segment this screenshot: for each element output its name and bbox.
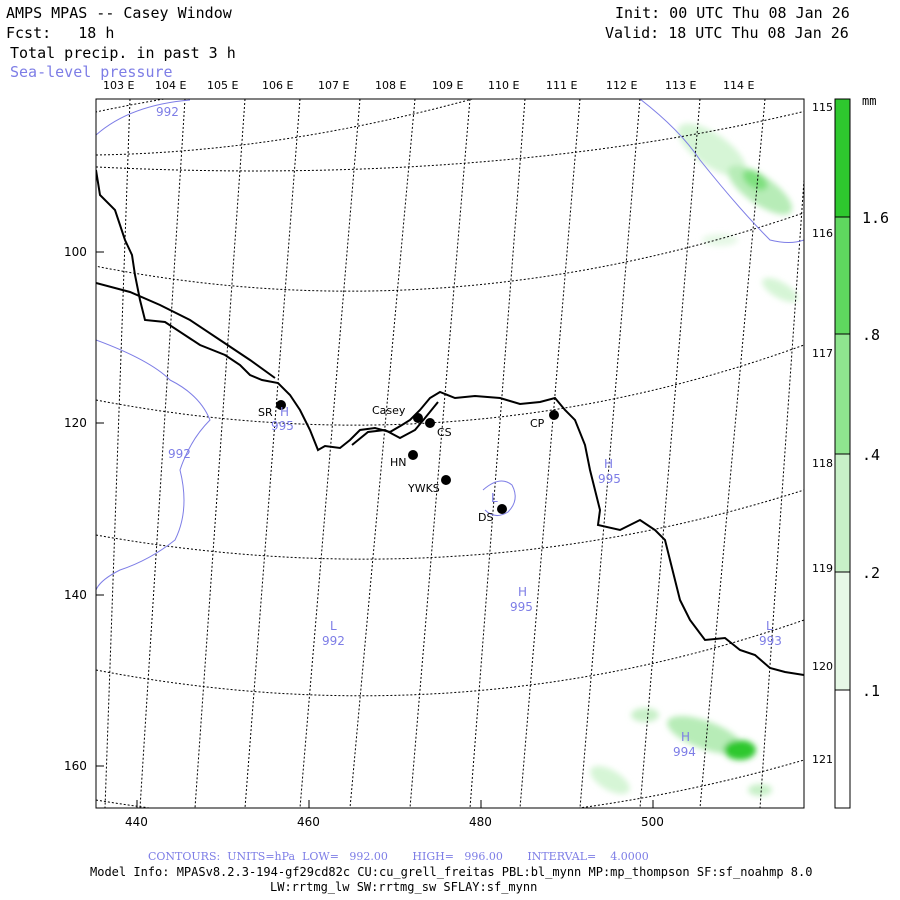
colorbar-segment <box>835 99 850 217</box>
lon-label: 108 E <box>375 79 406 92</box>
y-axis-labels: 100 120 140 160 <box>64 245 87 773</box>
pressure-kind: H <box>518 585 527 599</box>
lon-label: 106 E <box>262 79 293 92</box>
station-marker <box>549 410 559 420</box>
overlay-title: Sea-level pressure <box>10 63 173 81</box>
x-tick-label: 480 <box>469 815 492 829</box>
pressure-kind: H <box>681 730 690 744</box>
station-marker <box>497 504 507 514</box>
pressure-value: 995 <box>598 472 621 486</box>
pressure-kind: H <box>604 457 613 471</box>
precip-area <box>742 169 768 191</box>
pressure-kind: H <box>280 405 289 419</box>
precip-area <box>724 740 756 760</box>
colorbar-label: .1 <box>862 682 880 700</box>
axis-ticks <box>96 251 654 808</box>
colorbar-segment <box>835 334 850 454</box>
precip-shading <box>590 123 798 796</box>
lon-label: 107 E <box>318 79 349 92</box>
lon-label: 104 E <box>155 79 186 92</box>
pressure-value: 993 <box>759 634 782 648</box>
x-tick-label: 440 <box>125 815 148 829</box>
precip-area <box>748 784 772 796</box>
longitude-labels-top: 103 E 104 E 105 E 106 E 107 E 108 E 109 … <box>103 79 754 92</box>
colorbar-label: 1.6 <box>862 209 889 227</box>
station-marker <box>441 475 451 485</box>
colorbar: mm 1.6 .8 .4 .2 .1 <box>834 94 889 809</box>
y-tick-label: 160 <box>64 759 87 773</box>
valid-time: Valid: 18 UTC Thu 08 Jan 26 <box>605 24 849 42</box>
lon-label: 103 E <box>103 79 134 92</box>
longitude-lines <box>104 99 804 808</box>
y-tick-label: 120 <box>64 416 87 430</box>
colorbar-segment <box>835 454 850 572</box>
model-info-physics: LW:rrtmg_lw SW:rrtmg_sw SFLAY:sf_mynn <box>270 880 538 894</box>
colorbar-label: .8 <box>862 326 880 344</box>
colorbar-unit: mm <box>862 94 876 108</box>
coastline <box>96 169 804 676</box>
pressure-value: 995 <box>271 419 294 433</box>
pressure-value: 992 <box>322 634 345 648</box>
pressure-contours <box>96 99 804 591</box>
station-label: Casey <box>372 404 406 417</box>
model-title: AMPS MPAS -- Casey Window <box>6 4 232 22</box>
x-tick-label: 500 <box>641 815 664 829</box>
forecast-hour: Fcst: 18 h <box>6 24 115 42</box>
y-tick-label: 100 <box>64 245 87 259</box>
precip-area <box>667 716 743 754</box>
precip-area <box>677 123 747 177</box>
precip-area <box>762 277 798 303</box>
coastline <box>96 282 276 379</box>
station-marker <box>413 413 423 423</box>
station-marker <box>425 418 435 428</box>
lon-label: 105 E <box>207 79 238 92</box>
pressure-labels: 992 H 995 992 L 992 H 995 H 995 L 993 H … <box>156 105 782 759</box>
lon-label: 114 E <box>723 79 754 92</box>
station-label: HN <box>390 456 407 469</box>
station-marker <box>408 450 418 460</box>
field-title: Total precip. in past 3 h <box>10 44 236 62</box>
y-tick-label: 140 <box>64 588 87 602</box>
x-axis-labels: 440 460 480 500 <box>125 815 664 829</box>
colorbar-label: .2 <box>862 564 880 582</box>
stations: SR Casey CS HN YWKS DS CP <box>258 400 559 524</box>
precip-area <box>631 708 659 722</box>
pressure-value: 992 <box>168 447 191 461</box>
pressure-kind: L <box>491 491 498 505</box>
colorbar-segment <box>835 217 850 334</box>
coastline <box>351 401 439 446</box>
lon-label: 110 E <box>488 79 519 92</box>
colorbar-label: .4 <box>862 446 880 464</box>
lon-label: 113 E <box>665 79 696 92</box>
pressure-value: 995 <box>510 600 533 614</box>
precip-area <box>702 234 738 246</box>
lon-label: 112 E <box>606 79 637 92</box>
pressure-value: 994 <box>673 745 696 759</box>
model-info: Model Info: MPASv8.2.3-194-gf29cd82c CU:… <box>90 865 813 879</box>
station-label: DS <box>478 511 493 524</box>
pressure-kind: L <box>766 619 773 633</box>
station-label: YWKS <box>407 482 440 495</box>
map-frame <box>95 98 805 809</box>
pressure-kind: L <box>330 619 337 633</box>
init-time: Init: 00 UTC Thu 08 Jan 26 <box>615 4 850 22</box>
station-label: SR <box>258 406 273 419</box>
lon-label: 109 E <box>432 79 463 92</box>
station-label: CP <box>530 417 545 430</box>
lon-label: 111 E <box>546 79 577 92</box>
latitude-lines <box>96 99 804 808</box>
precip-area <box>590 766 630 794</box>
station-marker <box>276 400 286 410</box>
colorbar-segment <box>835 572 850 690</box>
contour-info: CONTOURS: UNITS=hPa LOW= 992.00 HIGH= 99… <box>148 850 649 863</box>
x-tick-label: 460 <box>297 815 320 829</box>
station-label: CS <box>437 426 452 439</box>
pressure-value: 992 <box>156 105 179 119</box>
colorbar-segment <box>835 690 850 808</box>
